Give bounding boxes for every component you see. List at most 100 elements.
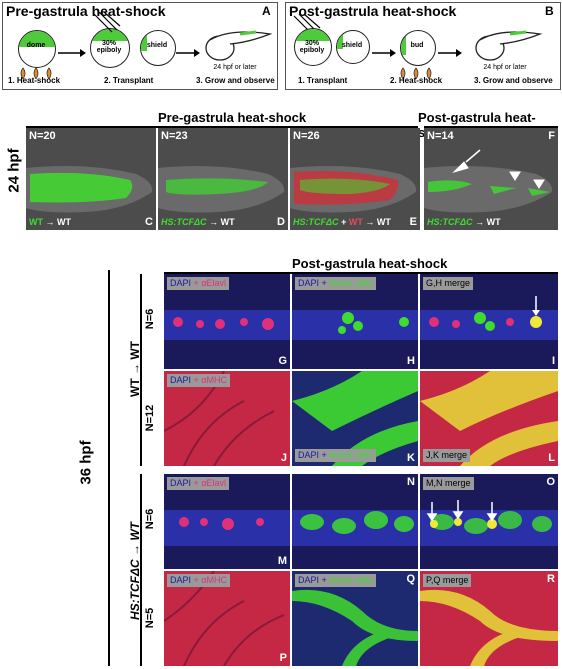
stain-legend: DAPI + αElavl	[167, 277, 230, 290]
arrow-icon	[372, 44, 396, 62]
stage-label-epiboly: 30% epiboly	[299, 40, 325, 54]
step-label-a3: 3. Grow and observe	[196, 76, 275, 85]
embryo-bud	[400, 30, 436, 66]
n-label-row2: N=12	[144, 404, 156, 432]
panel-letter-f: F	[548, 130, 555, 142]
arrow-icon	[176, 44, 200, 62]
group-label-wt: WT → WT	[128, 341, 142, 397]
panel-letter-l: L	[548, 452, 555, 464]
n-count-label: N=20	[29, 130, 56, 142]
micrograph-panel-q: DAPI + donor cells Q	[292, 571, 418, 666]
larva-icon	[200, 22, 274, 67]
n-label-row3: N=6	[144, 508, 156, 530]
time-label-24hpf: 24 hpf	[5, 148, 23, 193]
stain-legend: DAPI + αMHC	[167, 374, 231, 387]
genotype-caption: HS:TCFΔC → WT	[427, 217, 501, 227]
stage-label-shield: shield	[341, 42, 363, 49]
panel-letter-d: D	[277, 216, 285, 228]
step-label-b1: 1. Transplant	[298, 76, 348, 85]
heat-flames-icon	[18, 66, 58, 80]
micrograph-panel-r: P,Q merge R	[420, 571, 558, 666]
micrograph-panel-f: N=14 F HS:TCFΔC → WT	[424, 128, 558, 230]
panel-letter-k: K	[407, 452, 415, 464]
micrograph-panel-k: DAPI + donor cells K	[292, 371, 418, 466]
time-label-36hpf: 36 hpf	[77, 440, 95, 485]
genotype-caption: WT → WT	[29, 217, 72, 227]
genotype-caption: HS:TCFΔC + WT → WT	[293, 217, 391, 227]
merge-label: P,Q merge	[423, 574, 472, 587]
post-gastrula-bar	[424, 126, 558, 128]
micrograph-panel-n: N	[292, 474, 418, 569]
stain-legend: DAPI + αElavl	[167, 477, 230, 490]
embryo-epiboly	[90, 28, 130, 68]
micrograph-panel-o: M,N merge O	[420, 474, 558, 569]
post-gastrula-header-36: Post-gastrula heat-shock	[292, 256, 448, 271]
stain-legend: DAPI + donor cells	[295, 449, 376, 462]
group-label-tcf: HS:TCFΔC → WT	[128, 521, 142, 621]
schematic-b-title: Post-gastrula heat-shock	[289, 3, 457, 19]
panel-letter-e: E	[409, 216, 417, 228]
micrograph-panel-m: DAPI + αElavl M	[164, 474, 290, 569]
panel-letter-c: C	[145, 216, 153, 228]
panel-letter-n-top: N	[407, 476, 415, 488]
panel-letter-m: M	[277, 555, 287, 567]
embryo-shield	[336, 30, 370, 64]
n-label-row4: N=5	[144, 607, 156, 629]
micrograph-panel-e: N=26 E HS:TCFΔC + WT → WT	[290, 128, 420, 230]
header-bar-36	[164, 272, 558, 274]
step-label-a1: 1. Heat-shock	[8, 76, 61, 85]
larva-icon	[470, 22, 544, 67]
merge-label: M,N merge	[423, 477, 474, 490]
step-label-b3: 3. Grow and observe	[474, 76, 553, 85]
n-count-label: N=14	[427, 130, 454, 142]
micrograph-panel-d: N=23 D HS:TCFΔC → WT	[158, 128, 288, 230]
transplant-needle-icon	[92, 11, 122, 39]
arrow-icon	[58, 44, 86, 62]
micrograph-panel-l: J,K merge L	[420, 371, 558, 466]
stain-legend: DAPI + αMHC	[167, 574, 231, 587]
panel-letter-p: P	[279, 652, 287, 664]
arrow-icon	[438, 44, 462, 62]
panel-letter-q: Q	[406, 573, 415, 585]
step-label-a2: 2. Transplant	[104, 76, 154, 85]
n-label-row1: N=6	[144, 308, 156, 330]
n-count-label: N=23	[161, 130, 188, 142]
micrograph-panel-c: N=20 C WT → WT	[26, 128, 156, 230]
bracket-36	[108, 270, 110, 666]
genotype-caption: HS:TCFΔC → WT	[161, 217, 235, 227]
panel-letter-b: B	[545, 4, 554, 18]
stage-label-bud: bud	[410, 42, 424, 49]
group-bracket-tcf	[140, 474, 142, 666]
stage-label-dome: dome	[26, 42, 46, 49]
panel-letter-r: R	[547, 573, 555, 585]
merge-label: G,H merge	[423, 277, 474, 290]
micrograph-panel-i: G,H merge I	[420, 274, 558, 369]
stain-legend: DAPI + donor cells	[295, 574, 376, 587]
embryo-dome	[18, 30, 56, 68]
panel-letter-h: H	[407, 355, 415, 367]
stage-label-epiboly: 30% epiboly	[96, 40, 122, 54]
embryo-shield	[140, 30, 176, 66]
panel-letter-o: O	[546, 476, 555, 488]
micrograph-panel-g: DAPI + αElavl G	[164, 274, 290, 369]
group-bracket-wt	[140, 274, 142, 466]
merge-label: J,K merge	[423, 449, 471, 462]
pre-gastrula-bar	[26, 126, 418, 128]
panel-letter-g: G	[278, 355, 287, 367]
stage-label-24hpf: 24 hpf or later	[213, 64, 257, 71]
step-label-b2: 2. Heat-shock	[390, 76, 443, 85]
stain-legend: DAPI + donor cells	[295, 277, 376, 290]
panel-letter-i: I	[551, 355, 555, 367]
micrograph-panel-h: DAPI + donor cells H	[292, 274, 418, 369]
heat-flames-icon	[398, 66, 438, 80]
schematic-a-title: Pre-gastrula heat-shock	[6, 3, 166, 19]
stage-label-shield: shield	[146, 42, 168, 49]
embryo-epiboly	[294, 28, 332, 66]
panel-letter-j: J	[280, 452, 287, 464]
panel-letter-a: A	[262, 4, 271, 18]
micrograph-panel-p: DAPI + αMHC P	[164, 571, 290, 666]
stage-label-24hpf: 24 hpf or later	[483, 64, 527, 71]
pre-gastrula-header: Pre-gastrula heat-shock	[158, 110, 307, 125]
n-count-label: N=26	[293, 130, 320, 142]
micrograph-panel-j: DAPI + αMHC J	[164, 371, 290, 466]
